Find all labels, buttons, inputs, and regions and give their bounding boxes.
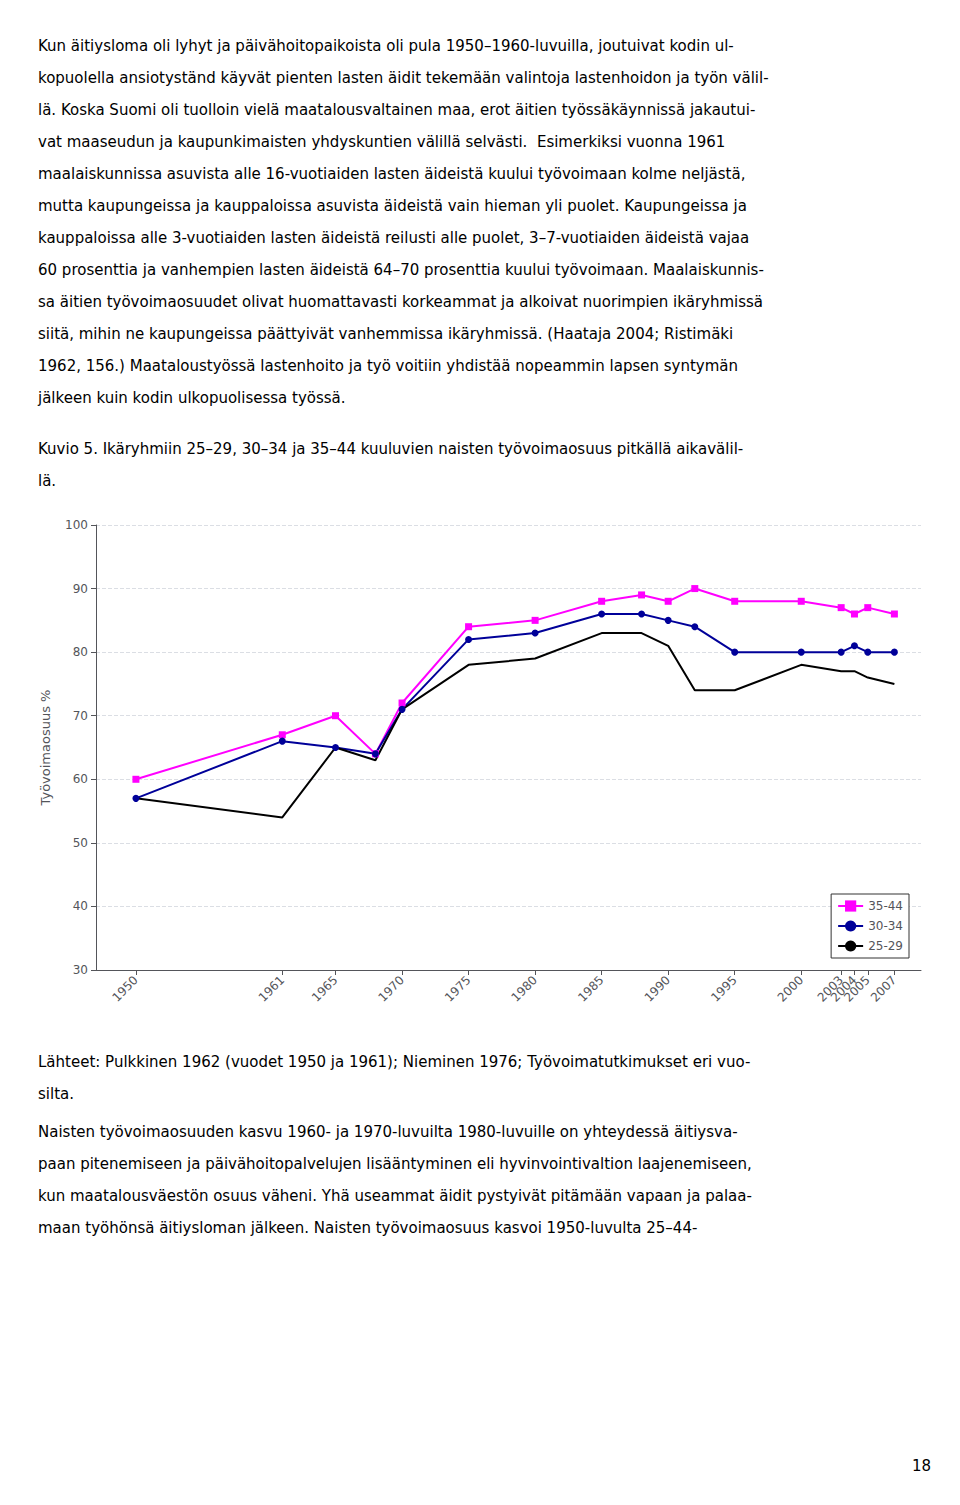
- svg-text:25-29: 25-29: [868, 939, 903, 953]
- svg-text:30: 30: [73, 963, 88, 977]
- svg-text:1995: 1995: [708, 973, 739, 1004]
- html-text:Kuvio 5. Ikäryhmiin 25–29, 30–: Kuvio 5. Ikäryhmiin 25–29, 30–34 ja 35–4…: [38, 440, 744, 458]
- svg-text:80: 80: [73, 645, 88, 659]
- html-text:Naisten työvoimaosuuden kasvu: Naisten työvoimaosuuden kasvu 1960- ja 1…: [38, 1123, 738, 1141]
- html-text:Lähteet: Pulkkinen 1962 (vuode: Lähteet: Pulkkinen 1962 (vuodet 1950 ja …: [38, 1053, 751, 1071]
- html-text:lä. Koska Suomi oli tuolloin v: lä. Koska Suomi oli tuolloin vielä maata…: [38, 101, 756, 119]
- html-text:kun maatalousväestön osuus väh: kun maatalousväestön osuus väheni. Yhä u…: [38, 1187, 752, 1205]
- svg-text:Työvoimaosuus %: Työvoimaosuus %: [38, 690, 53, 807]
- html-text:maan työhönsä äitiysloman jälk: maan työhönsä äitiysloman jälkeen. Naist…: [38, 1219, 698, 1237]
- svg-text:2005: 2005: [841, 973, 872, 1004]
- svg-text:40: 40: [73, 899, 88, 913]
- html-text:paan pitenemiseen ja päivähoit: paan pitenemiseen ja päivähoitopalveluje…: [38, 1155, 752, 1173]
- svg-text:1990: 1990: [642, 973, 673, 1004]
- svg-text:100: 100: [65, 518, 88, 532]
- svg-text:90: 90: [73, 582, 88, 596]
- svg-text:2007: 2007: [868, 973, 899, 1004]
- html-text:sa äitien työvoimaosuudet oliv: sa äitien työvoimaosuudet olivat huomatt…: [38, 293, 763, 311]
- svg-text:1961: 1961: [256, 973, 287, 1004]
- svg-text:30-34: 30-34: [868, 919, 903, 933]
- svg-text:60: 60: [73, 772, 88, 786]
- svg-text:70: 70: [73, 709, 88, 723]
- svg-text:2003: 2003: [814, 973, 847, 1005]
- html-text:kopuolella ansiotyständ käyvät: kopuolella ansiotyständ käyvät pienten l…: [38, 69, 769, 87]
- html-text:60 prosenttia ja vanhempien la: 60 prosenttia ja vanhempien lasten äidei…: [38, 261, 764, 279]
- svg-text:1975: 1975: [442, 973, 473, 1004]
- html-text:lä.: lä.: [38, 472, 57, 490]
- svg-text:50: 50: [73, 836, 88, 850]
- html-text:mutta kaupungeissa ja kauppalo: mutta kaupungeissa ja kauppaloissa asuvi…: [38, 197, 747, 215]
- html-text:silta.: silta.: [38, 1085, 74, 1103]
- html-text:1962, 156.) Maataloustyössä la: 1962, 156.) Maataloustyössä lastenhoito …: [38, 357, 738, 375]
- html-text:kauppaloissa alle 3-vuotiaiden: kauppaloissa alle 3-vuotiaiden lasten äi…: [38, 229, 750, 247]
- html-text:jälkeen kuin kodin ulkopuolise: jälkeen kuin kodin ulkopuolisessa työssä…: [38, 389, 346, 407]
- svg-text:1970: 1970: [376, 973, 407, 1004]
- svg-text:2000: 2000: [775, 973, 806, 1004]
- html-text:18: 18: [911, 1457, 931, 1475]
- svg-text:35-44: 35-44: [868, 899, 903, 913]
- html-text:Kun äitiysloma oli lyhyt ja pä: Kun äitiysloma oli lyhyt ja päivähoitopa…: [38, 37, 734, 55]
- html-text:vat maaseudun ja kaupunkimaist: vat maaseudun ja kaupunkimaisten yhdysku…: [38, 133, 726, 151]
- html-text:maalaiskunnissa asuvista alle: maalaiskunnissa asuvista alle 16-vuotiai…: [38, 165, 746, 183]
- svg-text:2004: 2004: [828, 973, 860, 1005]
- svg-text:1965: 1965: [309, 973, 340, 1004]
- svg-text:1950: 1950: [109, 973, 140, 1004]
- html-text:siitä, mihin ne kaupungeissa p: siitä, mihin ne kaupungeissa päättyivät …: [38, 325, 734, 343]
- svg-text:1980: 1980: [509, 973, 540, 1004]
- svg-text:1985: 1985: [575, 973, 606, 1004]
